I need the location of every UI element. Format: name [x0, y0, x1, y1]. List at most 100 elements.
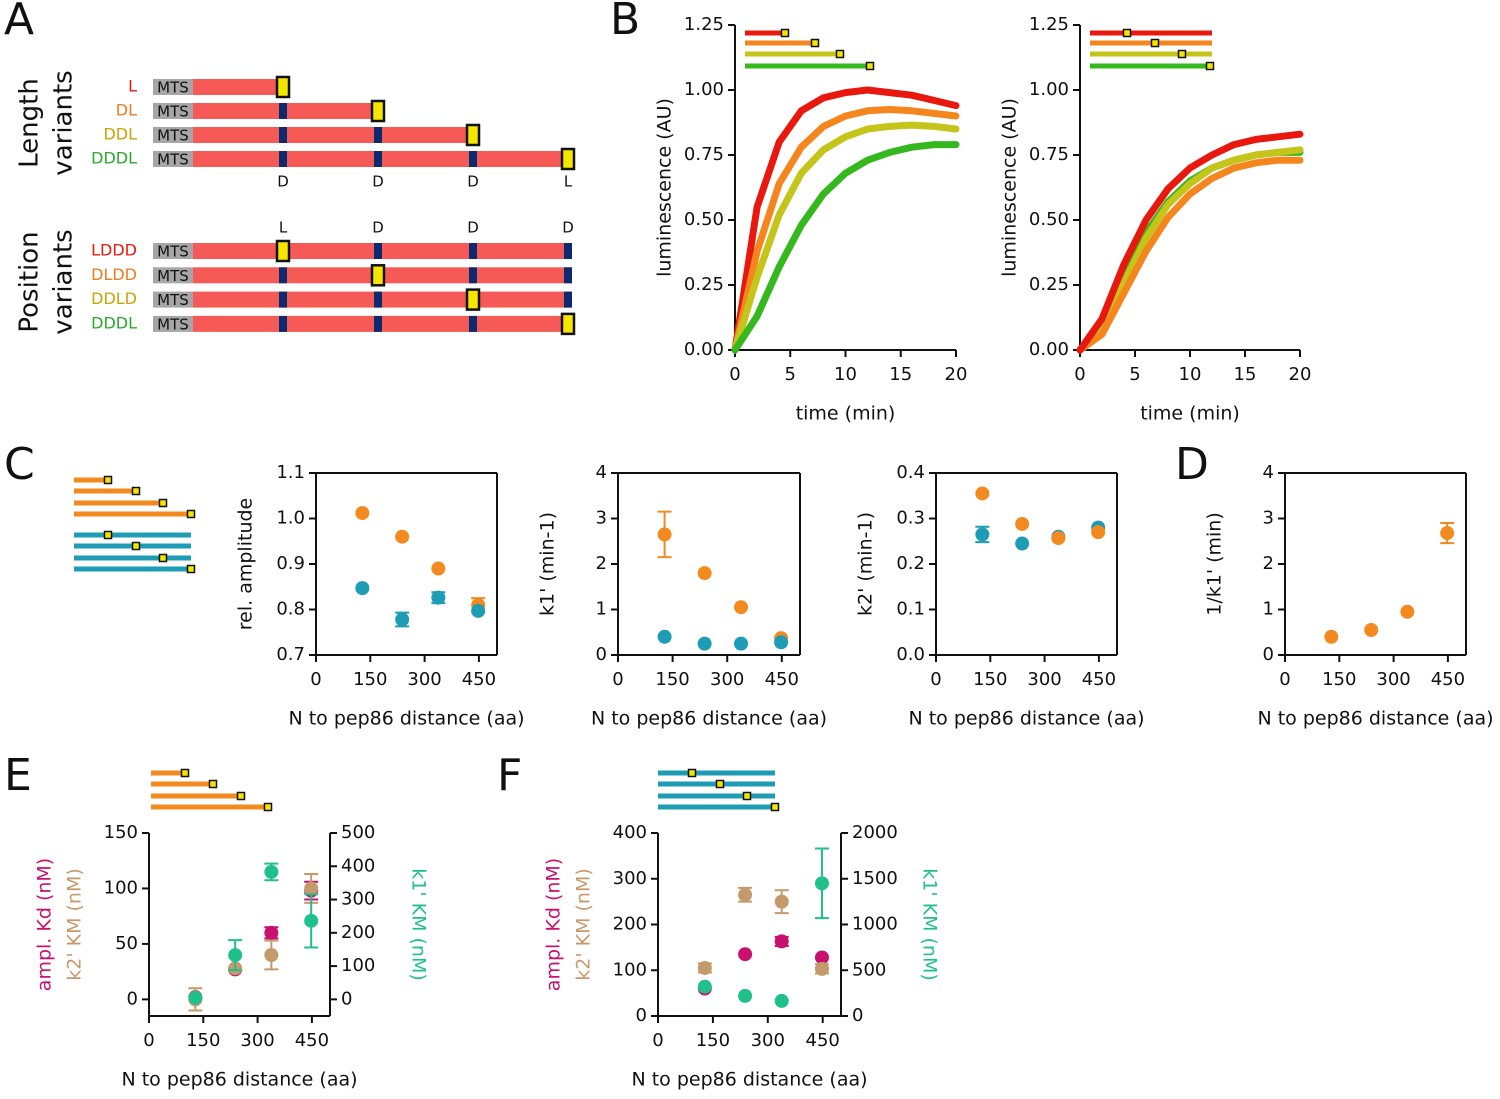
icon-bar: [74, 566, 191, 572]
x-tick-label: 150: [696, 1030, 730, 1051]
icon-bar: [745, 40, 815, 46]
data-point: [734, 600, 749, 615]
x-tick-label: 300: [407, 669, 441, 690]
tag-box: [153, 79, 193, 95]
y-tick-label: 1.00: [684, 79, 724, 100]
x-tick-label: 5: [1129, 364, 1140, 385]
row-group-title: Length: [15, 78, 45, 168]
data-line: [731, 141, 960, 354]
y-tick-label: 0.75: [1029, 144, 1069, 165]
icon-bar: [74, 511, 191, 517]
x-tick-label: 450: [806, 1030, 840, 1051]
panel-letter: D: [1175, 439, 1209, 490]
tag-label: MTS: [157, 151, 189, 169]
y-tick-label: 0.1: [896, 599, 925, 620]
data-point: [657, 527, 672, 542]
site: [374, 315, 382, 332]
variant-label: DDDL: [91, 313, 137, 332]
y-tick-label: 0.50: [1029, 209, 1069, 230]
x-tick-label: 450: [765, 669, 799, 690]
site: [374, 151, 382, 167]
x-axis-title: N to pep86 distance (aa): [288, 708, 524, 730]
icon-marker: [131, 486, 141, 496]
icon-bar: [1090, 63, 1212, 69]
variant-label: DLDD: [91, 265, 137, 284]
icon-bar: [658, 770, 775, 776]
y-axis-title: k2' KM (nM): [573, 868, 595, 981]
y2-axis-title: k1' KM (nM): [919, 868, 941, 981]
panel-letter: A: [4, 0, 34, 45]
data-point: [1015, 536, 1030, 551]
data-point: [814, 961, 829, 976]
y-axis-title: luminescence (AU): [654, 98, 676, 277]
reporter-site: [370, 99, 386, 123]
x-tick-label: 20: [945, 364, 968, 385]
x-tick-label: 0: [310, 669, 321, 690]
y-tick-label: 0.25: [1029, 274, 1069, 295]
data-point: [228, 948, 243, 963]
data-point: [188, 990, 203, 1005]
construct-bar: [193, 291, 572, 308]
icon-marker: [810, 38, 820, 48]
site-label: L: [564, 173, 573, 191]
tag-label: MTS: [157, 315, 189, 333]
icon-marker: [865, 61, 875, 71]
y-tick-label: 0.50: [684, 209, 724, 230]
panel-letter: B: [610, 0, 640, 45]
x-axis-title: time (min): [796, 403, 896, 425]
site-label: D: [467, 173, 479, 191]
x-tick-label: 150: [186, 1030, 220, 1051]
y-tick-label: 1: [1263, 599, 1274, 620]
site: [279, 267, 287, 284]
x-tick-label: 150: [973, 669, 1007, 690]
site: [374, 243, 382, 259]
y-tick-label: 1.0: [276, 508, 305, 529]
chart: 0.0 0.1 0.2 0.3 0.4 0 150 300 450 N to pep86 dist…: [855, 462, 1145, 730]
icon-bar: [151, 770, 185, 776]
icon-marker: [158, 553, 168, 563]
y-tick-label: 2: [596, 553, 607, 574]
icon-bar: [745, 63, 870, 69]
data-line: [731, 106, 960, 354]
icon-bar: [74, 500, 163, 506]
icon-marker: [1177, 49, 1187, 59]
data-point: [431, 561, 446, 576]
data-point: [471, 603, 486, 618]
y-tick-label: 1.25: [1029, 14, 1069, 35]
data-point: [304, 881, 319, 896]
icon-bar: [74, 488, 136, 494]
x-tick-label: 150: [655, 669, 689, 690]
data-point: [734, 636, 749, 651]
y-tick-label: 0: [596, 644, 607, 665]
reporter-site: [560, 147, 576, 171]
site: [279, 103, 287, 119]
y-tick-label: 0.75: [684, 144, 724, 165]
reporter-site: [465, 288, 481, 311]
chart: 0 1 2 3 4 0 150 300 450 N to pep86 distance (aa) 1…: [1204, 462, 1494, 730]
icon-marker: [180, 768, 190, 778]
variant-label: LDDD: [91, 241, 137, 260]
y-tick-label: 0.9: [276, 553, 305, 574]
x-tick-label: 300: [1027, 669, 1061, 690]
x-tick-label: 5: [785, 364, 796, 385]
data-point: [697, 979, 712, 994]
y-tick-label: 0: [1263, 644, 1274, 665]
y-tick-label: 0: [127, 988, 138, 1009]
icon-bar: [151, 793, 241, 799]
x-tick-label: 15: [889, 364, 912, 385]
x-tick-label: 150: [1322, 669, 1356, 690]
icon-marker: [103, 475, 113, 485]
icon-bar: [151, 804, 268, 810]
site-label: D: [372, 173, 384, 191]
chart: 0.00 0.25 0.50 0.75 1.00 1.25 0 5 10 15 20 time (mi…: [654, 14, 968, 425]
data-point: [1015, 516, 1030, 531]
y-tick-label: 3: [1263, 508, 1274, 529]
y-tick-label: 50: [115, 933, 138, 954]
y-tick-label: 1: [596, 599, 607, 620]
y-tick-label: 0.25: [684, 274, 724, 295]
data-point: [1364, 622, 1379, 637]
panel-letter: E: [4, 750, 32, 801]
data-point: [738, 988, 753, 1003]
construct-bar: [193, 315, 572, 332]
icon-marker: [263, 802, 273, 812]
